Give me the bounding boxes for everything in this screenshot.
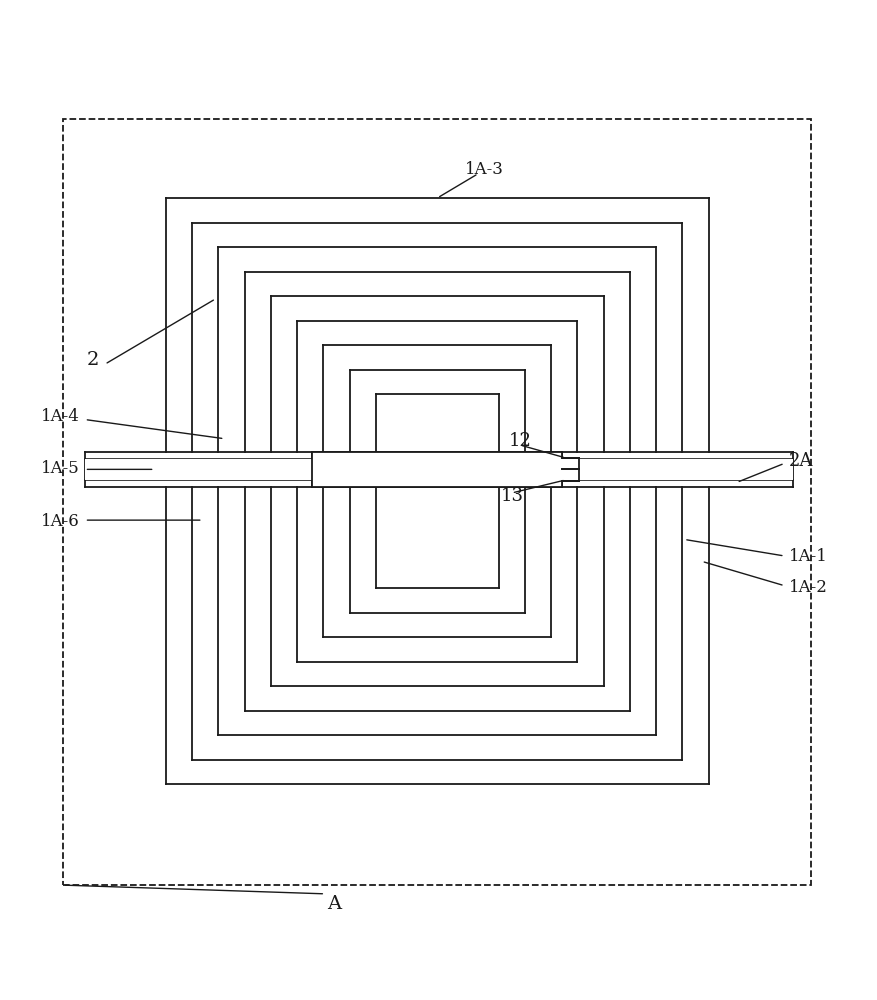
Text: 1A-3: 1A-3	[465, 161, 503, 178]
Text: 2A: 2A	[788, 452, 812, 470]
Text: 1A-4: 1A-4	[41, 408, 80, 425]
Text: 1A-2: 1A-2	[788, 579, 827, 596]
Text: 1A-6: 1A-6	[41, 513, 80, 530]
Text: 2: 2	[87, 351, 99, 369]
Text: 1A-5: 1A-5	[41, 460, 80, 477]
Bar	[62, 119, 810, 885]
Text: 13: 13	[500, 487, 523, 505]
Text: 1A-1: 1A-1	[788, 548, 827, 565]
Bar	[84, 459, 311, 480]
Bar	[561, 459, 793, 480]
Text: A: A	[326, 895, 340, 913]
Bar	[311, 452, 561, 487]
Text: 12: 12	[509, 432, 531, 450]
